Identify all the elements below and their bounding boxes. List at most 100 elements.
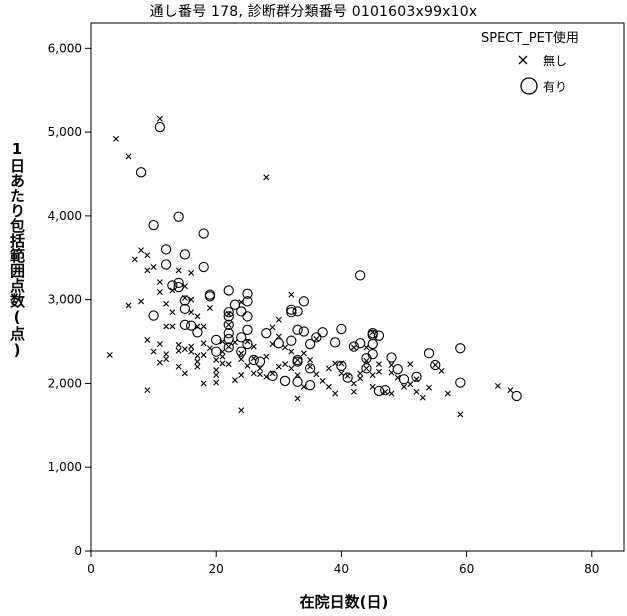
data-point-none	[213, 356, 220, 363]
data-point-with	[167, 280, 178, 291]
data-point-with	[336, 360, 347, 371]
data-point-with	[223, 328, 234, 339]
data-point-none	[138, 298, 145, 305]
data-point-with	[311, 332, 322, 343]
data-point-with	[430, 359, 441, 371]
data-point-none	[181, 370, 188, 377]
data-point-stroke	[175, 341, 182, 348]
data-point-none	[156, 279, 163, 286]
data-point-stroke	[219, 338, 226, 345]
legend: SPECT_PET使用 無し 有り	[481, 30, 579, 95]
x-tick-label: 60	[459, 562, 474, 576]
data-point-stroke	[194, 313, 201, 320]
data-point-stroke	[131, 256, 138, 263]
data-point-none	[263, 353, 270, 360]
data-point-none	[413, 376, 420, 383]
data-point-stroke	[257, 365, 264, 372]
data-point-stroke	[432, 362, 439, 368]
data-point-with	[242, 324, 253, 335]
data-point-with	[355, 338, 366, 349]
data-point-with	[348, 341, 360, 352]
data-point-stroke	[194, 323, 201, 330]
data-point-stroke	[231, 339, 238, 346]
data-point-stroke	[163, 300, 170, 307]
data-point-none	[325, 383, 332, 390]
y-tick-label: 0	[74, 544, 82, 558]
data-point-with	[286, 307, 297, 318]
data-point-stroke	[407, 381, 414, 388]
data-point-with	[336, 323, 347, 335]
data-point-stroke	[156, 341, 163, 348]
data-point-none	[219, 353, 226, 360]
x-tick-label: 40	[334, 562, 349, 576]
data-point-stroke	[169, 323, 176, 330]
data-point-stroke	[181, 346, 188, 353]
data-point-with	[298, 296, 309, 307]
data-point-none	[138, 247, 145, 254]
data-point-with	[248, 354, 259, 366]
x-marker-icon	[518, 55, 528, 65]
data-point-stroke	[300, 383, 307, 390]
data-point-none	[188, 343, 195, 350]
data-point-with	[242, 296, 253, 307]
data-point-none	[144, 336, 151, 343]
data-point-with	[223, 319, 234, 330]
data-point-none	[175, 341, 182, 348]
data-point-with	[292, 376, 303, 387]
legend-item-none: 無し	[518, 53, 567, 68]
data-point-with	[223, 342, 234, 353]
data-point-none	[106, 351, 113, 358]
data-point-none	[213, 367, 220, 374]
data-point-stroke	[231, 377, 238, 384]
data-point-stroke	[332, 360, 339, 367]
data-point-stroke	[150, 263, 157, 270]
plot-marks	[106, 115, 522, 418]
data-point-stroke	[144, 252, 151, 259]
data-point-none	[313, 371, 320, 378]
data-point-stroke	[282, 361, 289, 368]
data-point-with	[148, 219, 159, 231]
data-point-stroke	[319, 377, 326, 384]
data-point-stroke	[144, 267, 151, 274]
data-point-stroke	[181, 294, 188, 301]
data-point-none	[388, 369, 395, 376]
data-point-with	[317, 327, 328, 338]
data-point-none	[156, 341, 163, 348]
data-point-with	[236, 306, 247, 317]
data-point-none	[332, 360, 339, 367]
y-tick-label: 5,000	[48, 125, 82, 139]
data-point-stroke	[275, 333, 282, 340]
data-point-stroke	[300, 350, 307, 357]
data-point-stroke	[200, 351, 207, 358]
data-point-with	[179, 295, 191, 306]
y-tick-label: 3,000	[48, 293, 82, 307]
data-point-none	[181, 346, 188, 353]
data-point-with	[386, 352, 397, 363]
data-point-stroke	[238, 407, 245, 414]
y-axis-label: 1日あたり包括範囲点数(点)	[8, 140, 26, 359]
data-point-none	[288, 348, 295, 355]
data-point-none	[200, 380, 207, 387]
data-point-stroke	[213, 379, 220, 386]
data-point-none	[163, 351, 170, 358]
data-point-none	[363, 344, 370, 351]
data-point-stroke	[238, 299, 245, 306]
data-point-none	[238, 356, 245, 363]
data-point-with	[173, 277, 184, 289]
data-point-stroke	[494, 382, 501, 389]
data-point-stroke	[338, 360, 345, 367]
data-point-none	[275, 363, 282, 370]
data-point-none	[238, 407, 245, 414]
data-point-none	[426, 384, 433, 391]
data-point-with	[242, 288, 253, 299]
data-point-none	[231, 339, 238, 346]
data-point-none	[432, 362, 439, 368]
data-point-stroke	[313, 371, 320, 378]
data-point-stroke	[150, 348, 157, 355]
data-point-stroke	[282, 344, 289, 351]
data-point-none	[313, 336, 320, 343]
data-point-stroke	[369, 372, 376, 379]
data-point-none	[238, 299, 245, 306]
data-point-none	[388, 362, 395, 368]
data-point-none	[194, 358, 201, 365]
